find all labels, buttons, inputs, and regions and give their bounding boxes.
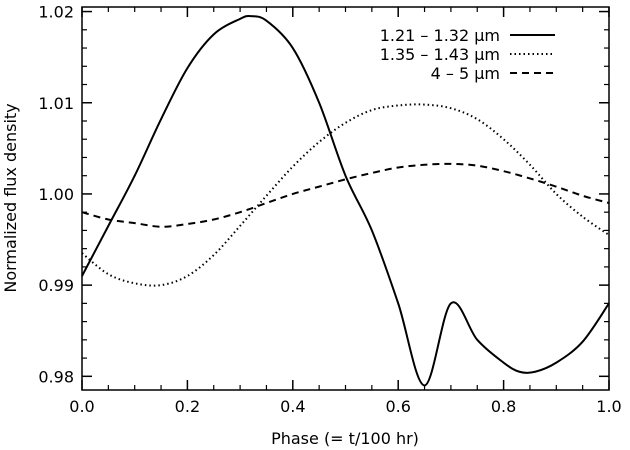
- x-axis-ticks: 0.0 0.2 0.4 0.6 0.8 1.0: [69, 7, 622, 416]
- series-line-1: [81, 14, 610, 387]
- plot-area: [81, 6, 610, 391]
- legend-label-1: 1.21 – 1.32 µm: [380, 26, 500, 45]
- x-tick-label: 0.2: [175, 397, 200, 416]
- y-tick-label: 1.01: [38, 94, 74, 113]
- y-tick-label: 1.02: [38, 3, 74, 22]
- y-axis-ticks: 0.98 0.99 1.00 1.01 1.02: [38, 3, 609, 386]
- x-tick-label: 0.8: [491, 397, 516, 416]
- legend-label-2: 1.35 – 1.43 µm: [380, 45, 500, 64]
- x-tick-label: 0.4: [280, 397, 305, 416]
- y-tick-label: 1.00: [38, 185, 74, 204]
- x-axis-label: Phase (= t/100 hr): [271, 429, 419, 448]
- legend-label-3: 4 – 5 µm: [431, 64, 500, 83]
- series-line-2: [81, 103, 610, 287]
- y-axis-label: Normalized flux density: [1, 103, 20, 292]
- x-tick-label: 1.0: [596, 397, 621, 416]
- legend: 1.21 – 1.32 µm1.35 – 1.43 µm4 – 5 µm: [380, 26, 555, 83]
- y-tick-label: 0.98: [38, 367, 74, 386]
- series-group: [81, 14, 610, 387]
- y-tick-label: 0.99: [38, 276, 74, 295]
- series-line-3: [81, 162, 610, 228]
- x-tick-label: 0.0: [69, 397, 94, 416]
- x-tick-label: 0.6: [385, 397, 410, 416]
